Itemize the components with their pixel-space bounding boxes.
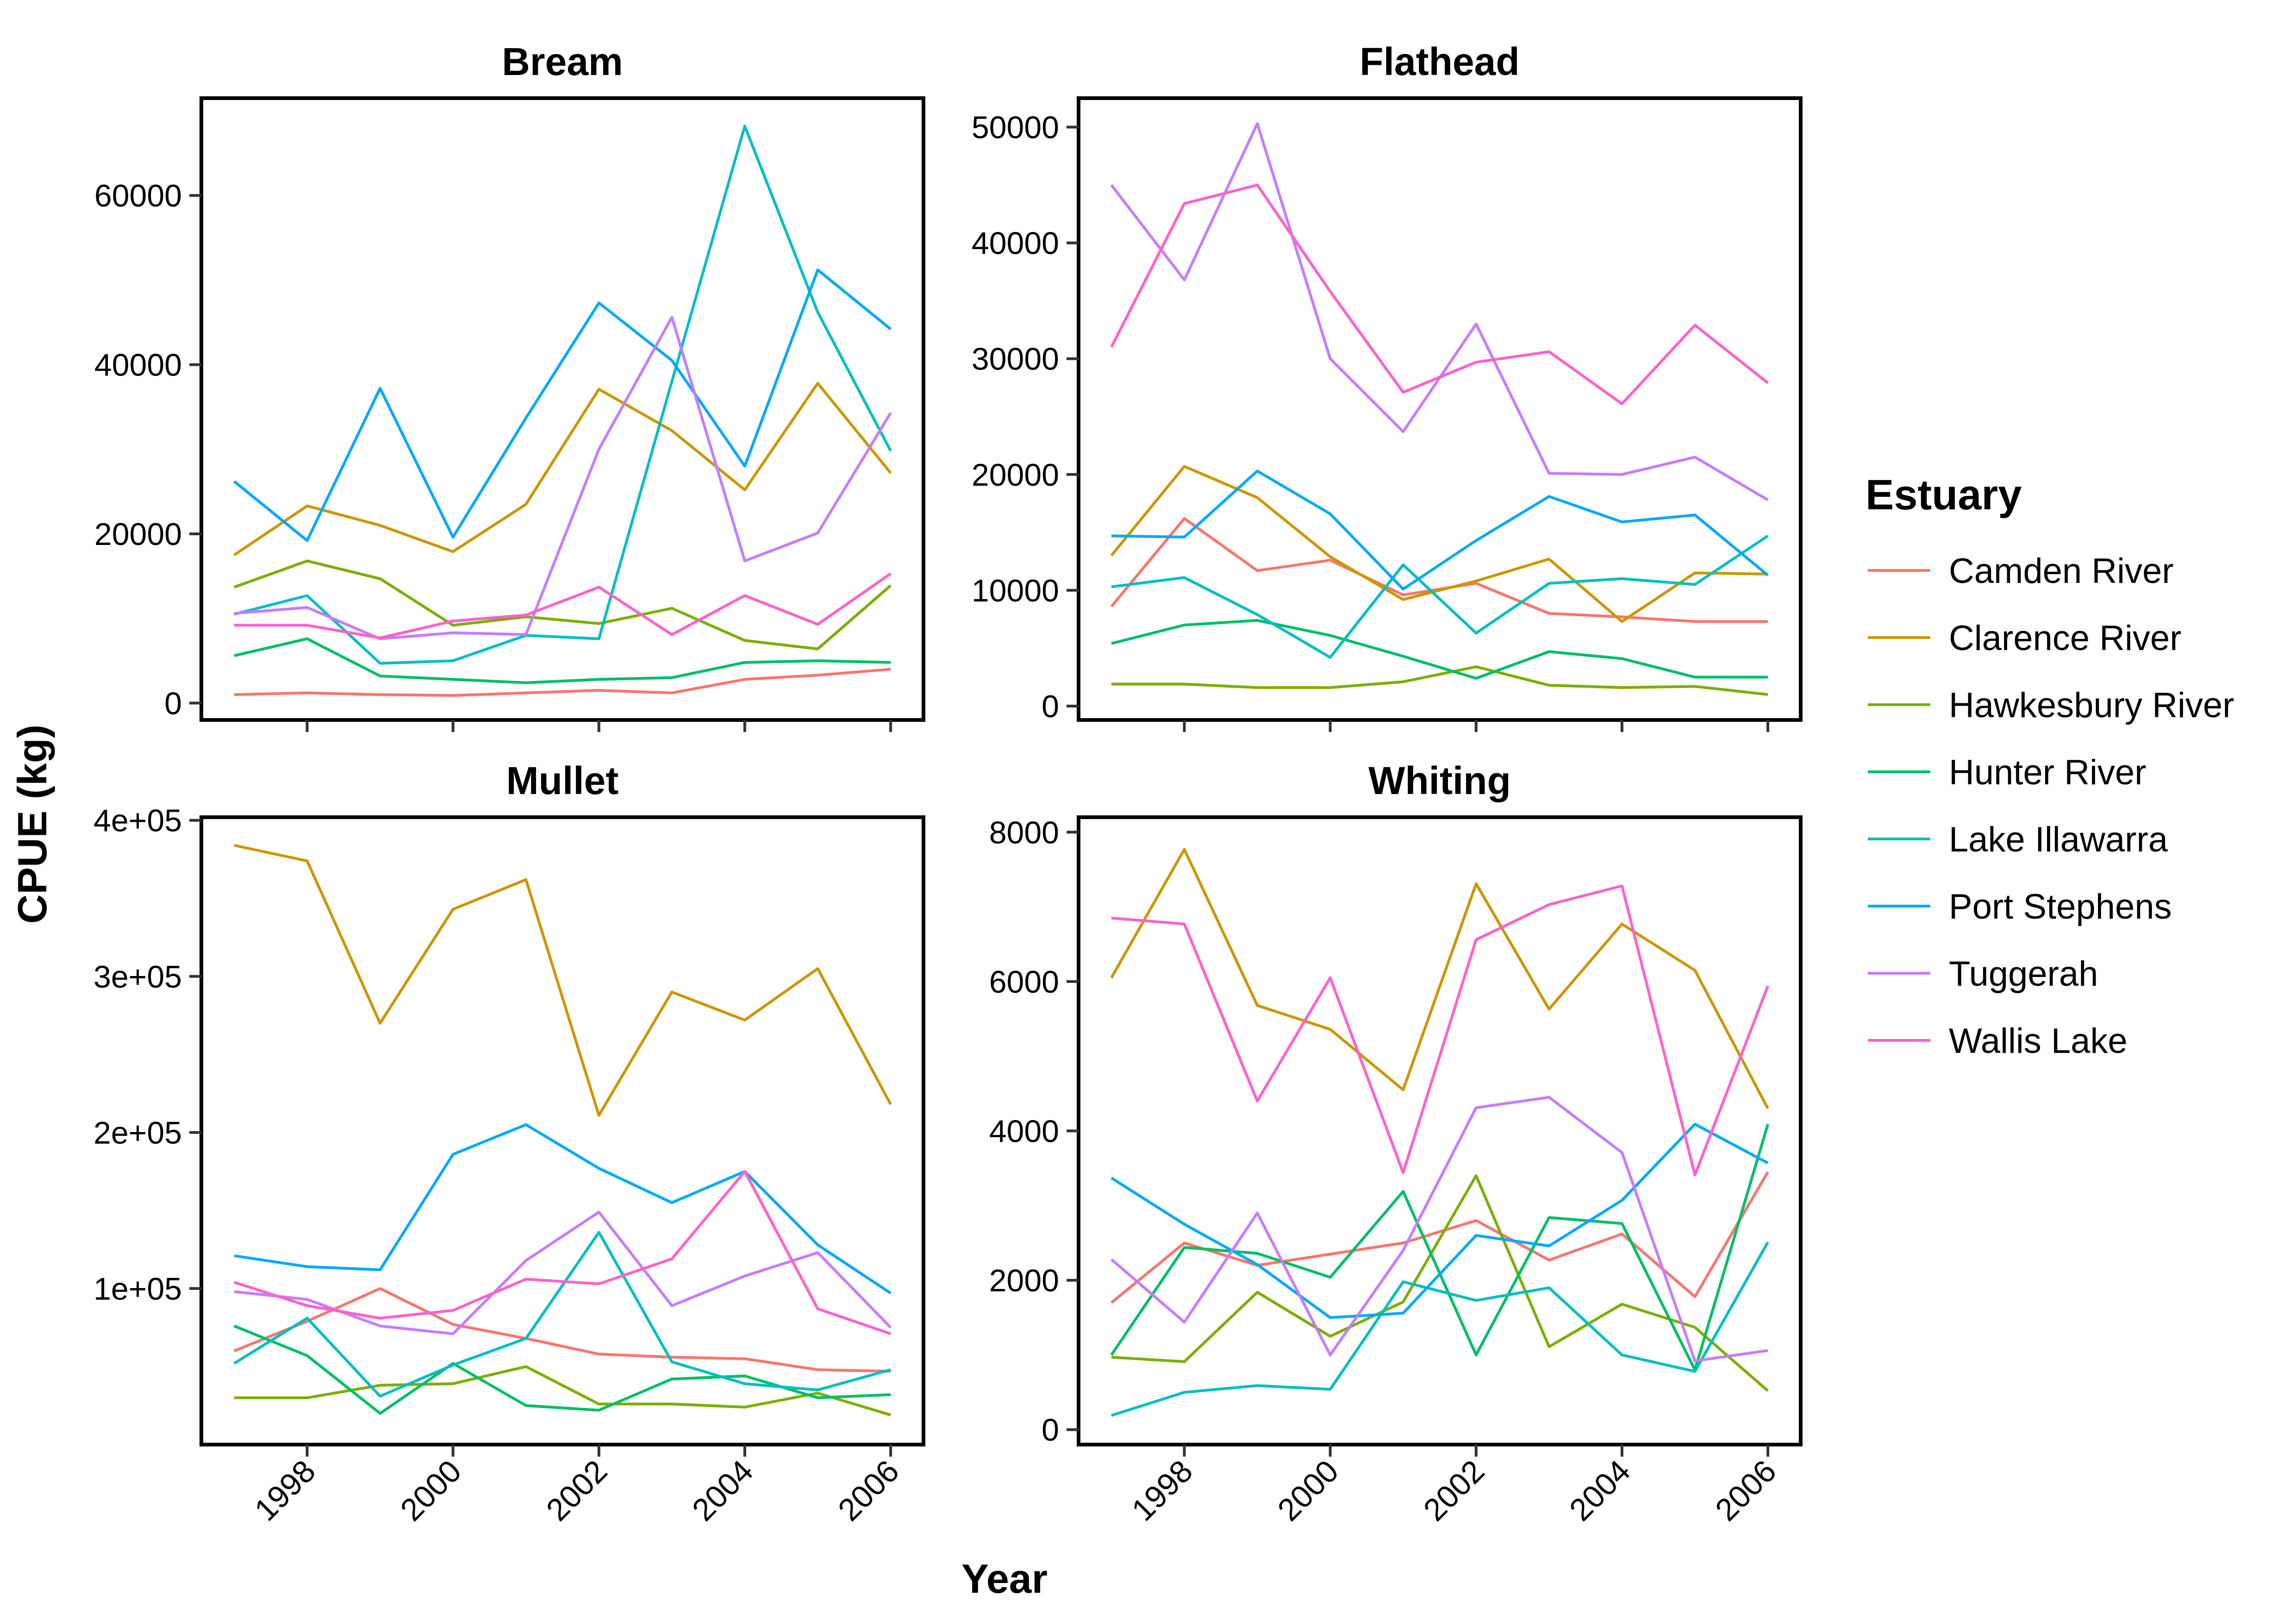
y-tick-label: 20000 [94,517,182,552]
y-tick-label: 0 [1042,689,1059,724]
legend-item-lake-illawarra: Lake Illawarra [1868,820,2168,859]
legend-item-wallis-lake: Wallis Lake [1868,1021,2128,1061]
series-line-camden-river [1110,1171,1769,1304]
y-tick-label: 40000 [94,348,182,383]
y-tick-label: 4e+05 [94,803,182,839]
series-line-tuggerah [1110,1095,1768,1363]
series-line-clarence-river [1110,848,1769,1109]
y-tick-label: 6000 [989,964,1059,1000]
y-tick-label: 10000 [972,573,1059,608]
y-tick-label: 3e+05 [94,959,182,995]
series-line-wallis-lake [1110,183,1769,406]
legend-item-tuggerah: Tuggerah [1868,954,2098,994]
series-line-lake-illawarra [1111,534,1769,659]
y-tick-label: 1e+05 [94,1271,182,1307]
legend-label: Wallis Lake [1949,1021,2128,1061]
legend: Camden River Clarence River Hawkesbury Riv… [1868,551,2234,1061]
legend-label: Hunter River [1949,753,2146,792]
y-tick-label: 2000 [989,1263,1059,1298]
series-line-clarence-river [234,844,892,1117]
series-line-wallis-lake [233,1170,892,1335]
x-axis-title: Year [961,1556,1048,1602]
y-tick-label: 30000 [972,342,1059,377]
legend-title: Estuary [1866,471,2022,519]
panel-flathead: Flathead 0 10000 20000 30000 40000 50000 [972,40,1803,732]
panel-border [200,815,925,1446]
panels-layer: Bream0200004000060000Flathead01000020000… [94,40,1803,1528]
y-tick-label: 20000 [972,457,1059,493]
series-line-port-stephens [233,268,892,542]
series-line-hunter-river [234,637,891,684]
y-tick-label: 2e+05 [94,1115,182,1151]
legend-item-hunter-river: Hunter River [1868,753,2146,792]
series-line-port-stephens [1111,469,1769,591]
y-tick-label: 4000 [989,1114,1059,1149]
y-tick-label: 60000 [94,178,182,213]
series-line-lake-illawarra [1111,1241,1769,1417]
legend-item-port-stephens: Port Stephens [1868,887,2172,926]
series-line-hawkesbury-river [1111,1174,1769,1392]
panel-title: Flathead [1360,40,1519,83]
panel-border [200,96,925,722]
legend-label: Clarence River [1949,619,2182,658]
y-tick-label: 0 [164,686,182,721]
series-line-lake-illawarra [234,125,892,665]
series-line-clarence-river [233,382,892,557]
legend-label: Camden River [1949,551,2174,591]
series-line-wallis-lake [234,572,892,639]
y-tick-label: 50000 [972,110,1059,145]
series-line-wallis-lake [1111,884,1769,1177]
series-line-hawkesbury-river [233,559,892,651]
legend-label: Port Stephens [1949,887,2172,926]
legend-label: Tuggerah [1949,954,2098,994]
series-line-port-stephens [1111,1123,1769,1319]
series-line-hawkesbury-river [234,1365,891,1416]
y-tick-label: 0 [1042,1413,1059,1448]
series-line-hunter-river [1111,619,1768,680]
panel-bream: Bream 0 20000 40000 60000 [94,40,925,732]
panel-title: Whiting [1368,759,1511,802]
panel-border [1077,96,1803,722]
series-line-tuggerah [234,316,892,640]
legend-item-camden-river: Camden River [1868,551,2174,591]
series-line-hawkesbury-river [1111,665,1768,696]
y-tick-label: 40000 [972,226,1059,261]
legend-item-clarence-river: Clarence River [1868,619,2182,658]
series-line-camden-river [234,668,891,697]
y-axis-title: CPUE (kg) [9,725,55,924]
series-line-camden-river [233,1287,891,1373]
legend-label: Hawkesbury River [1949,686,2234,725]
legend-label: Lake Illawarra [1949,820,2168,859]
series-line-port-stephens [234,1123,892,1295]
y-tick-label: 8000 [989,815,1059,850]
series-line-lake-illawarra [233,1231,891,1398]
panel-title: Mullet [506,759,619,802]
series-line-clarence-river [1110,465,1768,623]
panel-title: Bream [502,40,623,83]
legend-item-hawkesbury-river: Hawkesbury River [1868,686,2234,725]
